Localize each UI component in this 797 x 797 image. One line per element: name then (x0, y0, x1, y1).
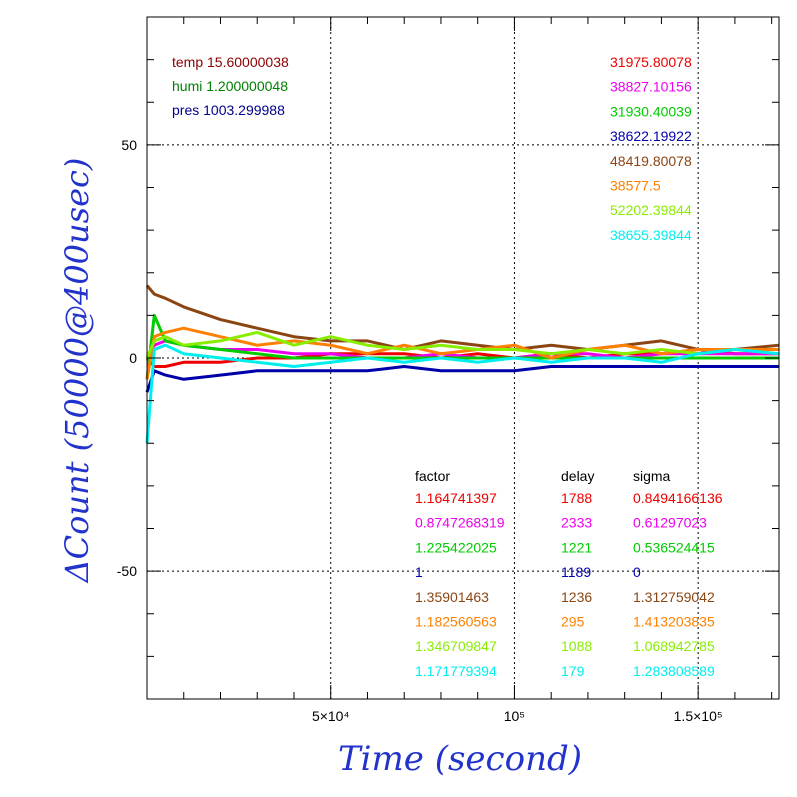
series-lines (145, 284, 780, 444)
axis-ticks (147, 17, 779, 699)
env-label-0: temp 15.60000038 (172, 54, 289, 70)
table-cell: 0 (633, 564, 641, 580)
table-cell: 0.61297023 (633, 515, 707, 531)
table-cell: 1 (415, 564, 423, 580)
table-cell: 1.182560563 (415, 614, 497, 630)
series-line-6 (145, 330, 780, 359)
env-label-1: humi 1.200000048 (172, 78, 288, 94)
table-cell: 0.536524415 (633, 539, 715, 555)
x-tick-label-0: 5×10⁴ (312, 708, 350, 724)
table-header-2: sigma (633, 468, 671, 484)
table-cell: 1221 (561, 539, 592, 555)
table-cell: 1.413203835 (633, 614, 715, 630)
table-cell: 1.225422025 (415, 539, 497, 555)
series-line-3 (145, 365, 779, 393)
environment-labels: temp 15.60000038 humi 1.200000048 pres 100… (172, 54, 289, 118)
table-cell: 1189 (561, 564, 591, 580)
table-cell: 295 (561, 614, 585, 630)
y-axis-title: ΔCount (50000@400usec) (58, 158, 96, 585)
x-tick-label-1: 10⁵ (504, 708, 525, 724)
table-cell: 0.8747268319 (415, 515, 505, 531)
legend-entry-7: 38655.39844 (610, 227, 692, 243)
table-cell: 2333 (561, 515, 592, 531)
table-cell: 1.312759042 (633, 589, 715, 605)
table-header-0: factor (415, 468, 450, 484)
y-tick-label-0: 50 (121, 137, 137, 153)
table-header-1: delay (561, 468, 594, 484)
env-label-2: pres 1003.299988 (172, 102, 285, 118)
table-cell: 1.171779394 (415, 663, 497, 679)
legend: 31975.80078 38827.10156 31930.40039 38622.1… (610, 54, 692, 243)
table-cell: 1088 (561, 638, 592, 654)
table-cell: 1.35901463 (415, 589, 489, 605)
x-axis-title: Time (second) (338, 739, 582, 779)
legend-entry-3: 38622.19922 (610, 128, 692, 144)
series-line-7 (145, 343, 780, 444)
legend-entry-2: 31930.40039 (610, 103, 692, 119)
table-cell: 1.346709847 (415, 638, 497, 654)
table-cell: 1.068942785 (633, 638, 715, 654)
y-tick-label-1: 0 (129, 350, 137, 366)
legend-entry-6: 52202.39844 (610, 202, 692, 218)
legend-entry-0: 31975.80078 (610, 54, 692, 70)
table-cell: 1236 (561, 589, 592, 605)
series-line-4 (145, 284, 780, 351)
series-line-5 (145, 326, 779, 380)
table-cell: 179 (561, 663, 585, 679)
legend-entry-4: 48419.80078 (610, 153, 692, 169)
table-cell: 1.164741397 (415, 490, 497, 506)
y-tick-label-2: -50 (117, 563, 137, 579)
legend-entry-1: 38827.10156 (610, 79, 692, 95)
table-cell: 1788 (561, 490, 592, 506)
tick-labels: 5×10⁴ 10⁵ 1.5×10⁵ 50 0 -50 (117, 137, 723, 724)
factor-delay-sigma-table: factor delay sigma 1.164741397 1788 0.8494166… (415, 468, 723, 679)
legend-entry-5: 38577.5 (610, 178, 661, 194)
table-cell: 1.283808589 (633, 663, 715, 679)
table-cell: 0.8494166136 (633, 490, 723, 506)
x-tick-label-2: 1.5×10⁵ (674, 708, 723, 724)
